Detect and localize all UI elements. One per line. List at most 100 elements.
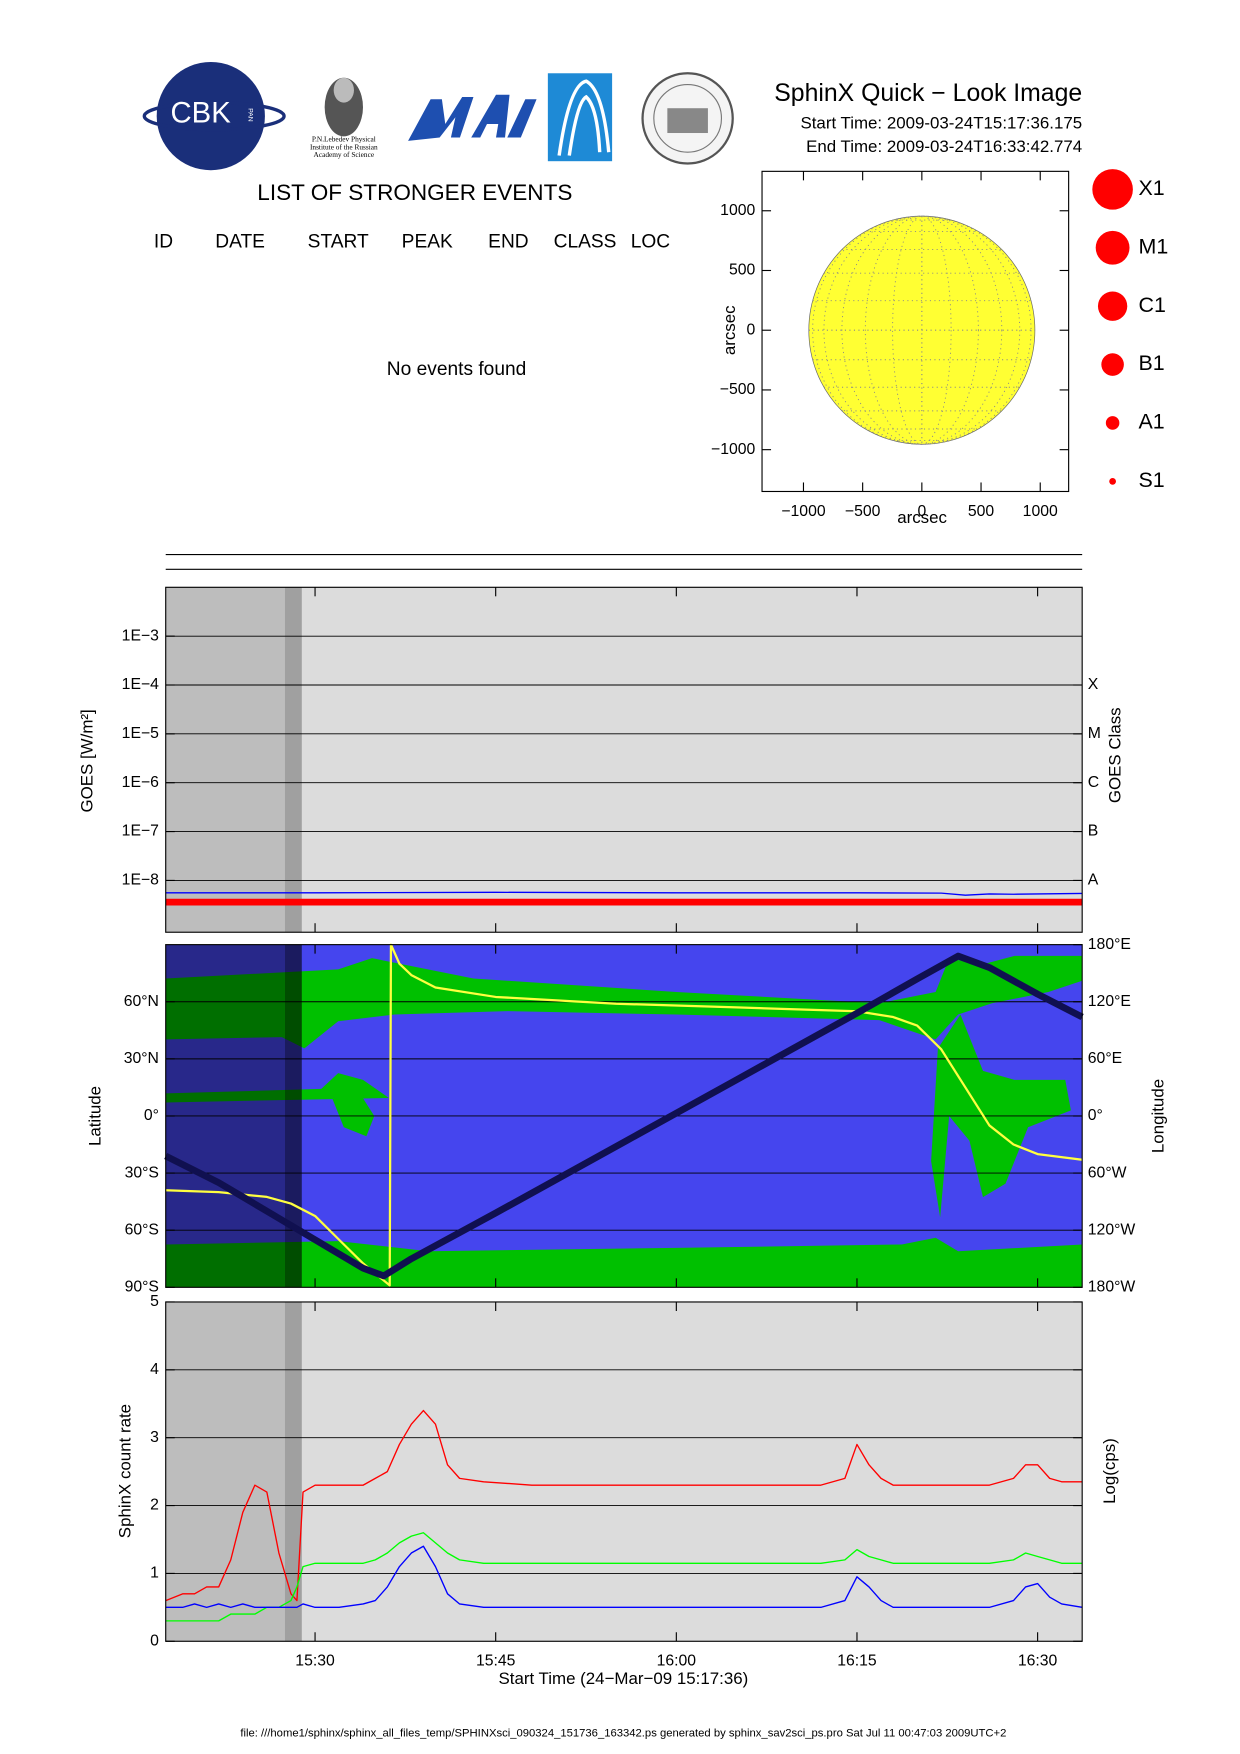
seal-building <box>667 108 708 134</box>
x-tick-label: −1000 <box>781 503 826 520</box>
logos: CBK PAN P.N.Lebedev Physical Institute o… <box>142 61 734 171</box>
series-line <box>165 1409 1083 1602</box>
events-header: ID DATE START PEAK END CLASS LOC <box>154 231 670 252</box>
y2-tick-label: B <box>1088 823 1099 840</box>
column-header: ID <box>154 231 173 252</box>
y-tick-label: 500 <box>729 262 756 279</box>
y-tick-label: 1000 <box>720 202 755 219</box>
y-tick-label: 3 <box>150 1429 159 1446</box>
end-time: End Time: 2009-03-24T16:33:42.774 <box>806 137 1082 156</box>
events-message: No events found <box>387 359 527 380</box>
column-header: START <box>308 231 369 252</box>
column-header: LOC <box>631 231 671 252</box>
y-tick-label: 1 <box>150 1565 159 1582</box>
plot-background <box>165 587 1083 933</box>
y2-tick-label: A <box>1088 872 1099 889</box>
legend-label: X1 <box>1139 176 1165 200</box>
mian-logo <box>408 94 537 141</box>
meridian <box>812 215 1032 445</box>
y-tick-label: 30°S <box>125 1164 159 1181</box>
x-tick-label: −500 <box>845 503 881 520</box>
column-header: DATE <box>215 231 265 252</box>
series-line <box>165 1532 1083 1622</box>
shading <box>165 1301 285 1642</box>
blue-logo <box>547 73 613 162</box>
seal-ring <box>653 83 723 153</box>
y-axis-label: SphinX count rate <box>116 1404 135 1538</box>
x-tick-label: 0 <box>917 503 926 520</box>
y-axis-label: Latitude <box>85 1086 104 1146</box>
series-line <box>164 952 1084 1280</box>
blue-logo-arcs <box>557 79 611 156</box>
land-island <box>332 1091 375 1137</box>
y-tick-label: 2 <box>150 1497 159 1514</box>
x-tick-label: 15:30 <box>295 1653 335 1670</box>
page-title: SphinX Quick − Look Image <box>774 80 1082 107</box>
y2-tick-label: C <box>1088 774 1099 791</box>
x-tick-label: 16:15 <box>837 1653 877 1670</box>
y-tick-label: 60°S <box>125 1221 159 1238</box>
column-header: CLASS <box>554 231 617 252</box>
portrait-face <box>333 77 354 103</box>
x-tick-label: 16:30 <box>1018 1653 1058 1670</box>
logo-caption: Academy of Science <box>314 150 375 159</box>
x-tick-label: 1000 <box>1023 503 1058 520</box>
cbk-text: CBK <box>171 97 232 130</box>
series-line <box>165 1545 1083 1609</box>
plot-background <box>165 1301 1083 1642</box>
y-tick-label: 90°S <box>125 1278 159 1295</box>
y-tick-label: 1E−4 <box>122 676 159 693</box>
legend-label: A1 <box>1139 410 1165 434</box>
y-tick-label: 30°N <box>124 1050 159 1067</box>
x-tick-label: 500 <box>968 503 995 520</box>
cbk-logo <box>156 61 265 171</box>
y2-axis-label: Longitude <box>1148 1079 1167 1153</box>
land-south <box>165 1237 1083 1288</box>
plot-frame <box>165 1301 1083 1642</box>
y2-tick-label: 0° <box>1088 1107 1103 1124</box>
plot-frame <box>761 170 1070 493</box>
y2-tick-label: 180°E <box>1088 936 1131 953</box>
x-axis-label: Start Time (24−Mar−09 15:17:36) <box>499 1669 749 1688</box>
y-tick-label: 4 <box>150 1361 159 1378</box>
column-header: END <box>488 231 528 252</box>
meridian <box>823 215 1021 445</box>
meridian <box>864 215 979 445</box>
column-header: PEAK <box>402 231 453 252</box>
series-line <box>165 943 1083 1287</box>
y2-tick-label: 180°W <box>1088 1278 1136 1295</box>
legend-label: M1 <box>1139 234 1169 258</box>
y2-tick-label: 120°E <box>1088 993 1131 1010</box>
legend-marker <box>1095 230 1130 265</box>
y-tick-label: 0 <box>150 1632 159 1649</box>
start-time: Start Time: 2009-03-24T15:17:36.175 <box>800 113 1082 132</box>
y2-tick-label: 120°W <box>1088 1221 1136 1238</box>
land-band <box>165 1073 389 1103</box>
y2-tick-label: 60°E <box>1088 1050 1122 1067</box>
legend-label: C1 <box>1139 293 1166 317</box>
legend-marker <box>1101 353 1124 376</box>
y-tick-label: 0° <box>144 1107 159 1124</box>
x-axis-label: arcsec <box>897 508 947 527</box>
footer: file: ///home1/sphinx/sphinx_all_files_t… <box>240 1728 1006 1740</box>
y-tick-label: 1E−6 <box>122 774 159 791</box>
y2-axis-label: Log(cps) <box>1100 1438 1119 1504</box>
cbk-ring <box>142 100 286 132</box>
legend-marker <box>1092 169 1133 210</box>
y-tick-label: −500 <box>720 381 756 398</box>
legend-label: S1 <box>1139 468 1165 492</box>
logo-caption: Institute of the Russian <box>310 142 378 151</box>
y-tick-label: 1E−5 <box>122 725 159 742</box>
plot-frame <box>165 586 1083 933</box>
y-tick-label: 1E−3 <box>122 627 159 644</box>
y2-tick-label: 60°W <box>1088 1164 1127 1181</box>
y-tick-label: 5 <box>150 1293 159 1310</box>
logo-caption: P.N.Lebedev Physical <box>312 134 376 143</box>
legend-label: B1 <box>1139 351 1165 375</box>
shading <box>165 587 285 933</box>
y-tick-label: −1000 <box>711 441 756 458</box>
series-line <box>165 891 1083 896</box>
y-tick-label: 1E−7 <box>122 823 159 840</box>
